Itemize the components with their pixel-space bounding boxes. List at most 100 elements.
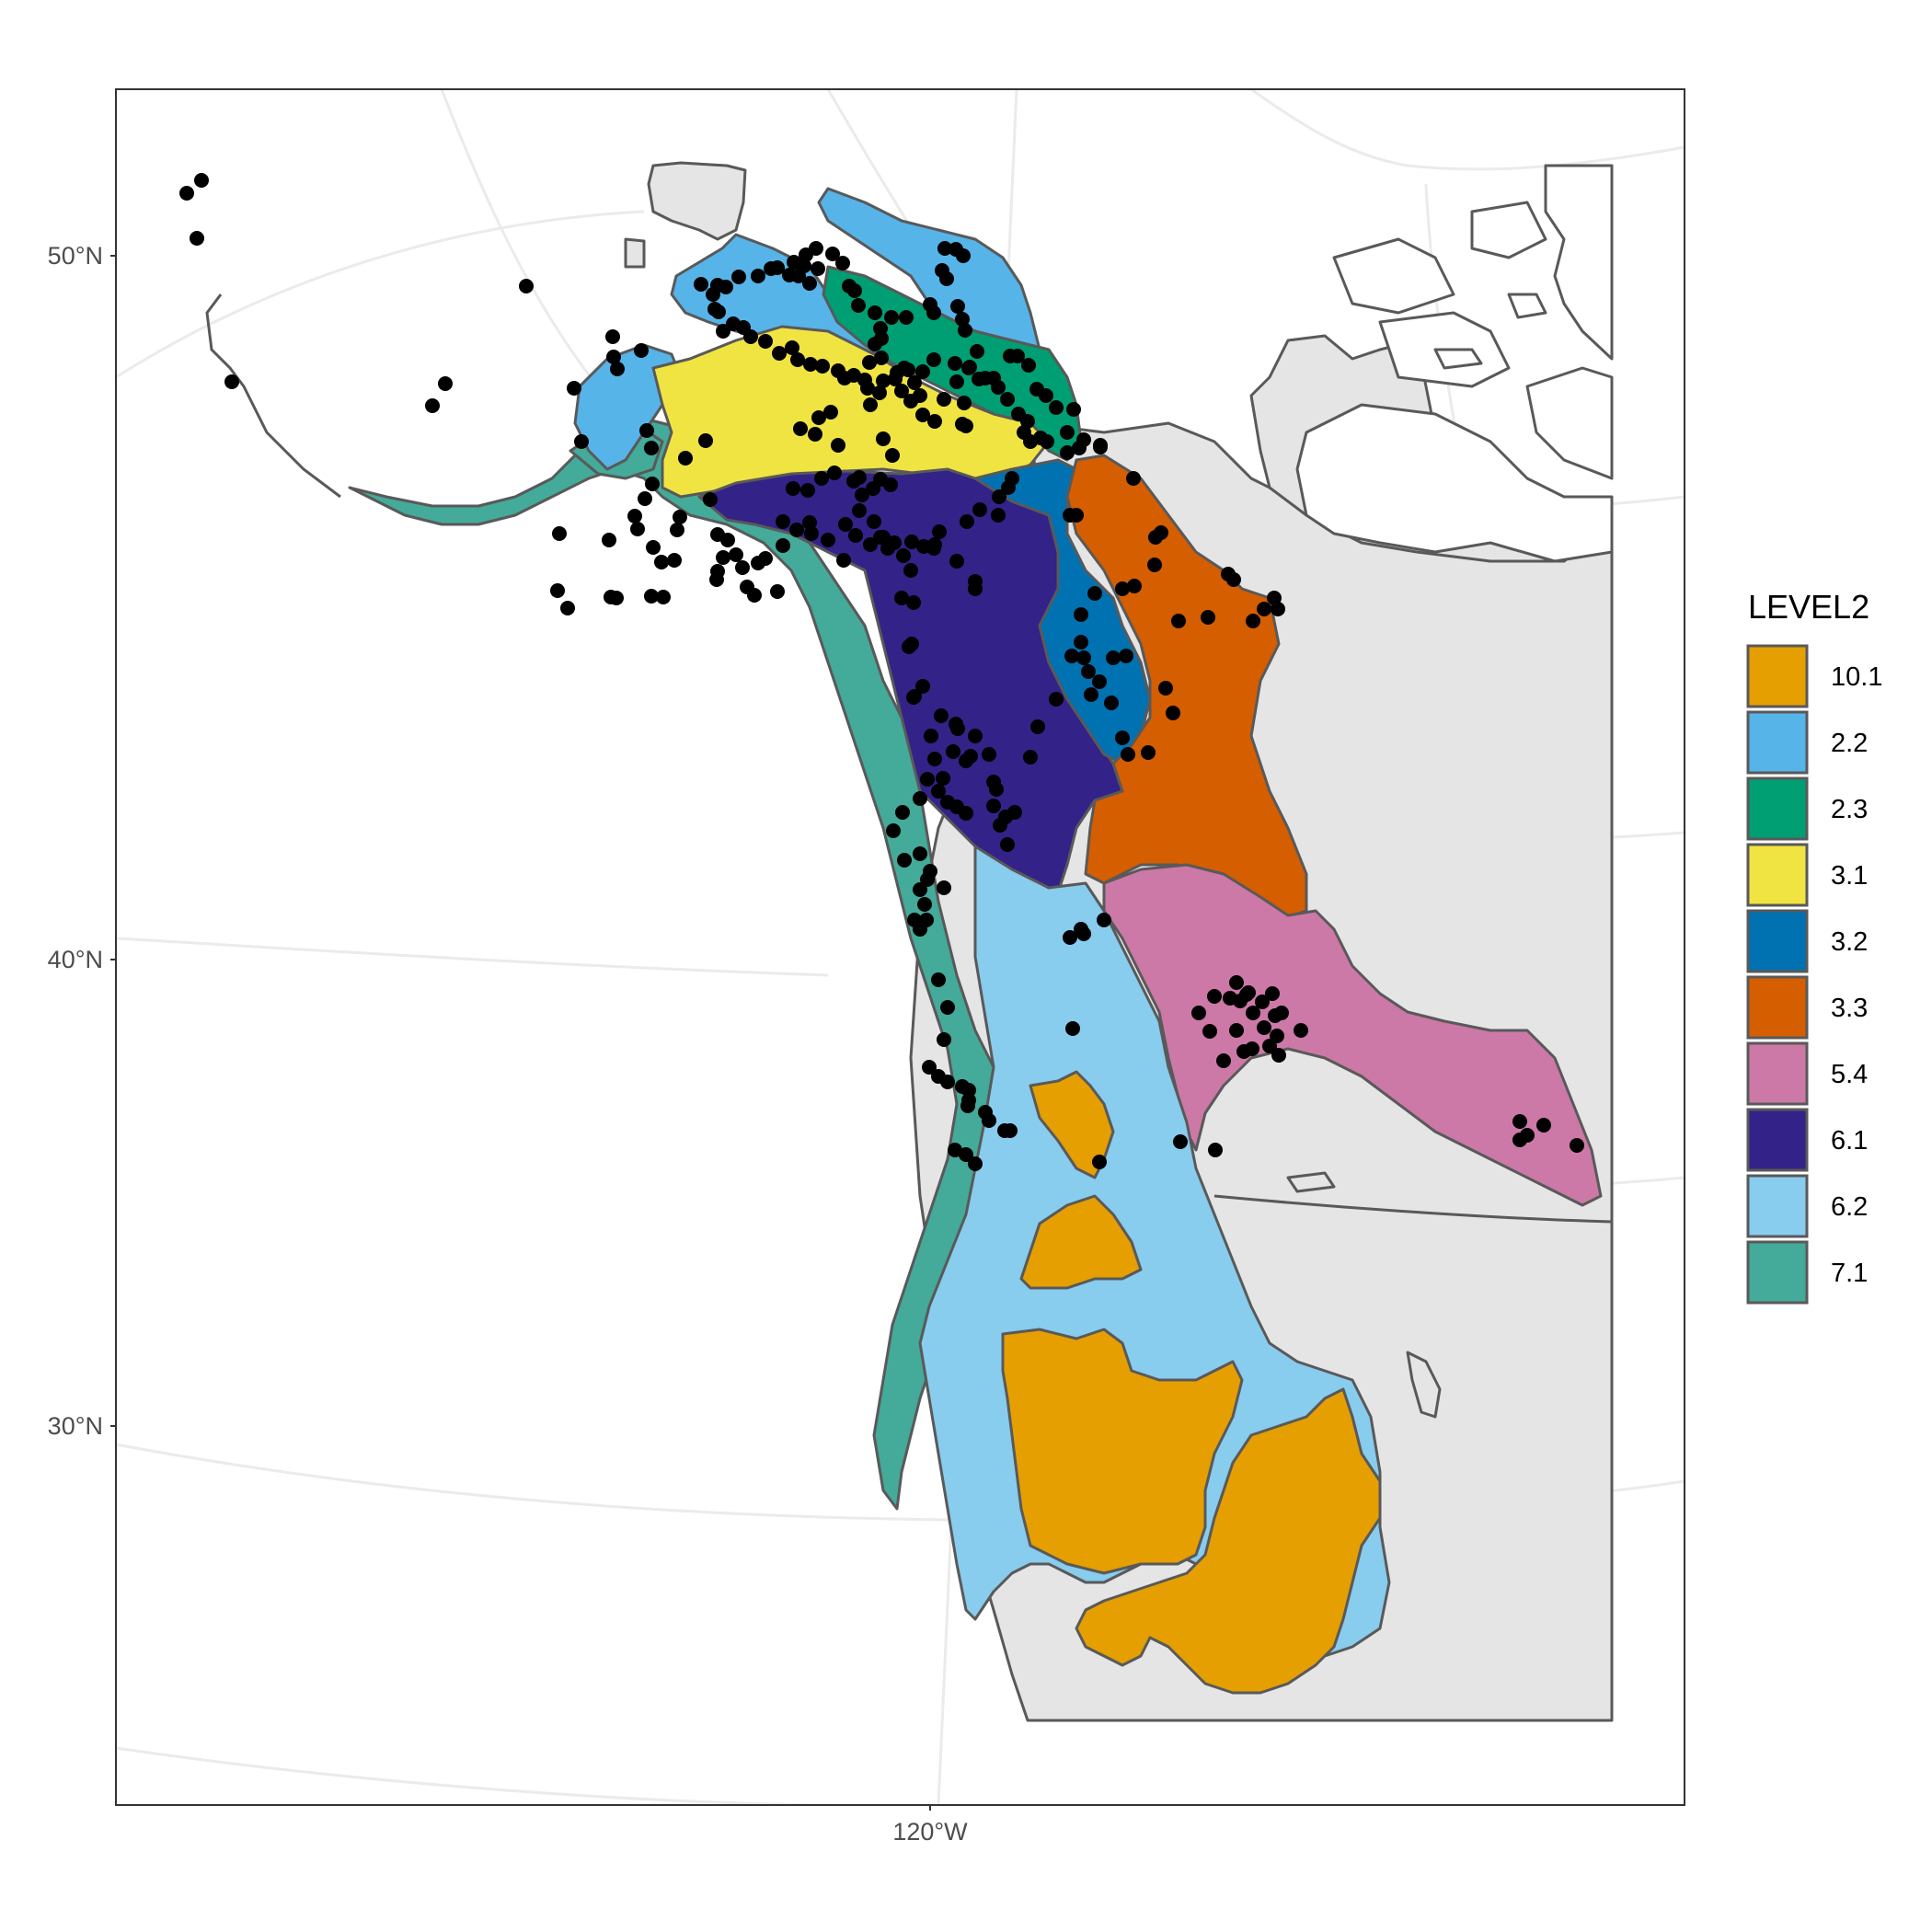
sample-point <box>895 805 910 820</box>
sample-point <box>1536 1118 1551 1133</box>
sample-point <box>776 514 790 529</box>
sample-point <box>959 419 973 433</box>
legend-swatch <box>1746 975 1809 1040</box>
sample-point <box>848 528 863 543</box>
sample-point <box>913 846 927 861</box>
legend-label: 7.1 <box>1831 1259 1868 1288</box>
sample-point <box>1074 607 1088 622</box>
sample-point <box>842 279 857 293</box>
sample-point <box>903 394 918 408</box>
sample-point <box>438 376 453 391</box>
sample-point <box>709 572 724 587</box>
sample-point <box>1271 602 1285 616</box>
sample-point <box>1104 696 1119 710</box>
sample-point <box>852 503 867 518</box>
sample-point <box>1570 1138 1584 1153</box>
sample-point <box>1097 913 1111 927</box>
sample-point <box>949 374 964 389</box>
sample-point <box>1294 1023 1308 1038</box>
sample-point <box>735 560 750 575</box>
sample-point <box>961 1083 976 1098</box>
sample-point <box>1233 994 1248 1008</box>
sample-point <box>1246 1006 1260 1020</box>
sample-point <box>710 278 725 293</box>
sample-point <box>789 523 804 537</box>
sample-point <box>950 721 965 736</box>
sample-point <box>917 897 932 912</box>
sample-point <box>851 298 866 313</box>
sample-point <box>787 255 801 270</box>
sample-point <box>931 784 946 799</box>
sample-point <box>907 375 922 390</box>
sample-point <box>790 352 805 367</box>
sample-point <box>932 524 947 539</box>
sample-point <box>992 489 1006 504</box>
sample-point <box>963 749 978 764</box>
sample-point <box>552 526 567 541</box>
sample-point <box>852 470 867 485</box>
sample-point <box>670 523 684 537</box>
arctic-islands <box>1295 164 1614 563</box>
sample-point <box>915 364 930 379</box>
sample-point <box>968 581 983 596</box>
sample-point <box>720 533 735 547</box>
sample-point <box>811 261 825 276</box>
sample-point <box>729 547 743 562</box>
sample-point <box>1029 382 1044 397</box>
sample-point <box>939 271 954 286</box>
sample-point <box>550 583 565 598</box>
sample-point <box>793 421 808 436</box>
sample-point <box>923 864 937 879</box>
sample-point <box>758 551 773 566</box>
y-tick-label: 50°N <box>48 242 103 270</box>
sample-point <box>1065 1021 1080 1036</box>
sample-point <box>1171 614 1186 628</box>
sample-point <box>764 261 778 276</box>
sample-point <box>907 913 922 927</box>
x-tick-label: 120°W <box>892 1818 968 1846</box>
sample-point <box>1074 635 1088 650</box>
sample-point <box>823 405 838 420</box>
sample-point <box>1271 1048 1286 1063</box>
sample-point <box>884 310 899 325</box>
sample-point <box>838 517 853 532</box>
sample-point <box>940 1075 955 1089</box>
sample-point <box>855 488 869 502</box>
sample-point <box>831 438 845 453</box>
sample-point <box>970 344 984 359</box>
sample-point <box>982 747 996 762</box>
sample-point <box>868 337 882 351</box>
sample-point <box>645 477 660 491</box>
sample-point <box>194 173 209 188</box>
sample-point <box>646 540 661 555</box>
sample-point <box>1127 579 1142 593</box>
sample-point <box>1265 986 1280 1001</box>
sample-point <box>698 433 713 448</box>
legend-label: 3.3 <box>1831 994 1868 1023</box>
sample-point <box>634 343 649 358</box>
sample-point <box>1072 441 1087 455</box>
sample-point <box>1040 434 1054 449</box>
sample-point <box>610 362 625 376</box>
sample-point <box>731 270 746 284</box>
sample-point <box>950 299 965 314</box>
sample-point <box>835 256 850 270</box>
sample-point <box>888 372 903 386</box>
sample-point <box>968 729 983 743</box>
sample-point <box>899 310 914 325</box>
sample-point <box>1121 747 1135 762</box>
sample-point <box>1000 392 1015 407</box>
sample-point <box>803 357 818 372</box>
sample-point <box>937 880 951 895</box>
legend-swatch <box>1746 776 1809 841</box>
sample-point <box>960 514 974 529</box>
sample-point <box>1191 1006 1206 1020</box>
sample-point <box>802 515 817 530</box>
sample-point <box>644 589 659 604</box>
sample-point <box>862 355 877 370</box>
sample-point <box>821 533 835 547</box>
legend-swatch <box>1746 644 1809 708</box>
sample-point <box>747 588 762 603</box>
sample-point <box>1207 989 1222 1004</box>
